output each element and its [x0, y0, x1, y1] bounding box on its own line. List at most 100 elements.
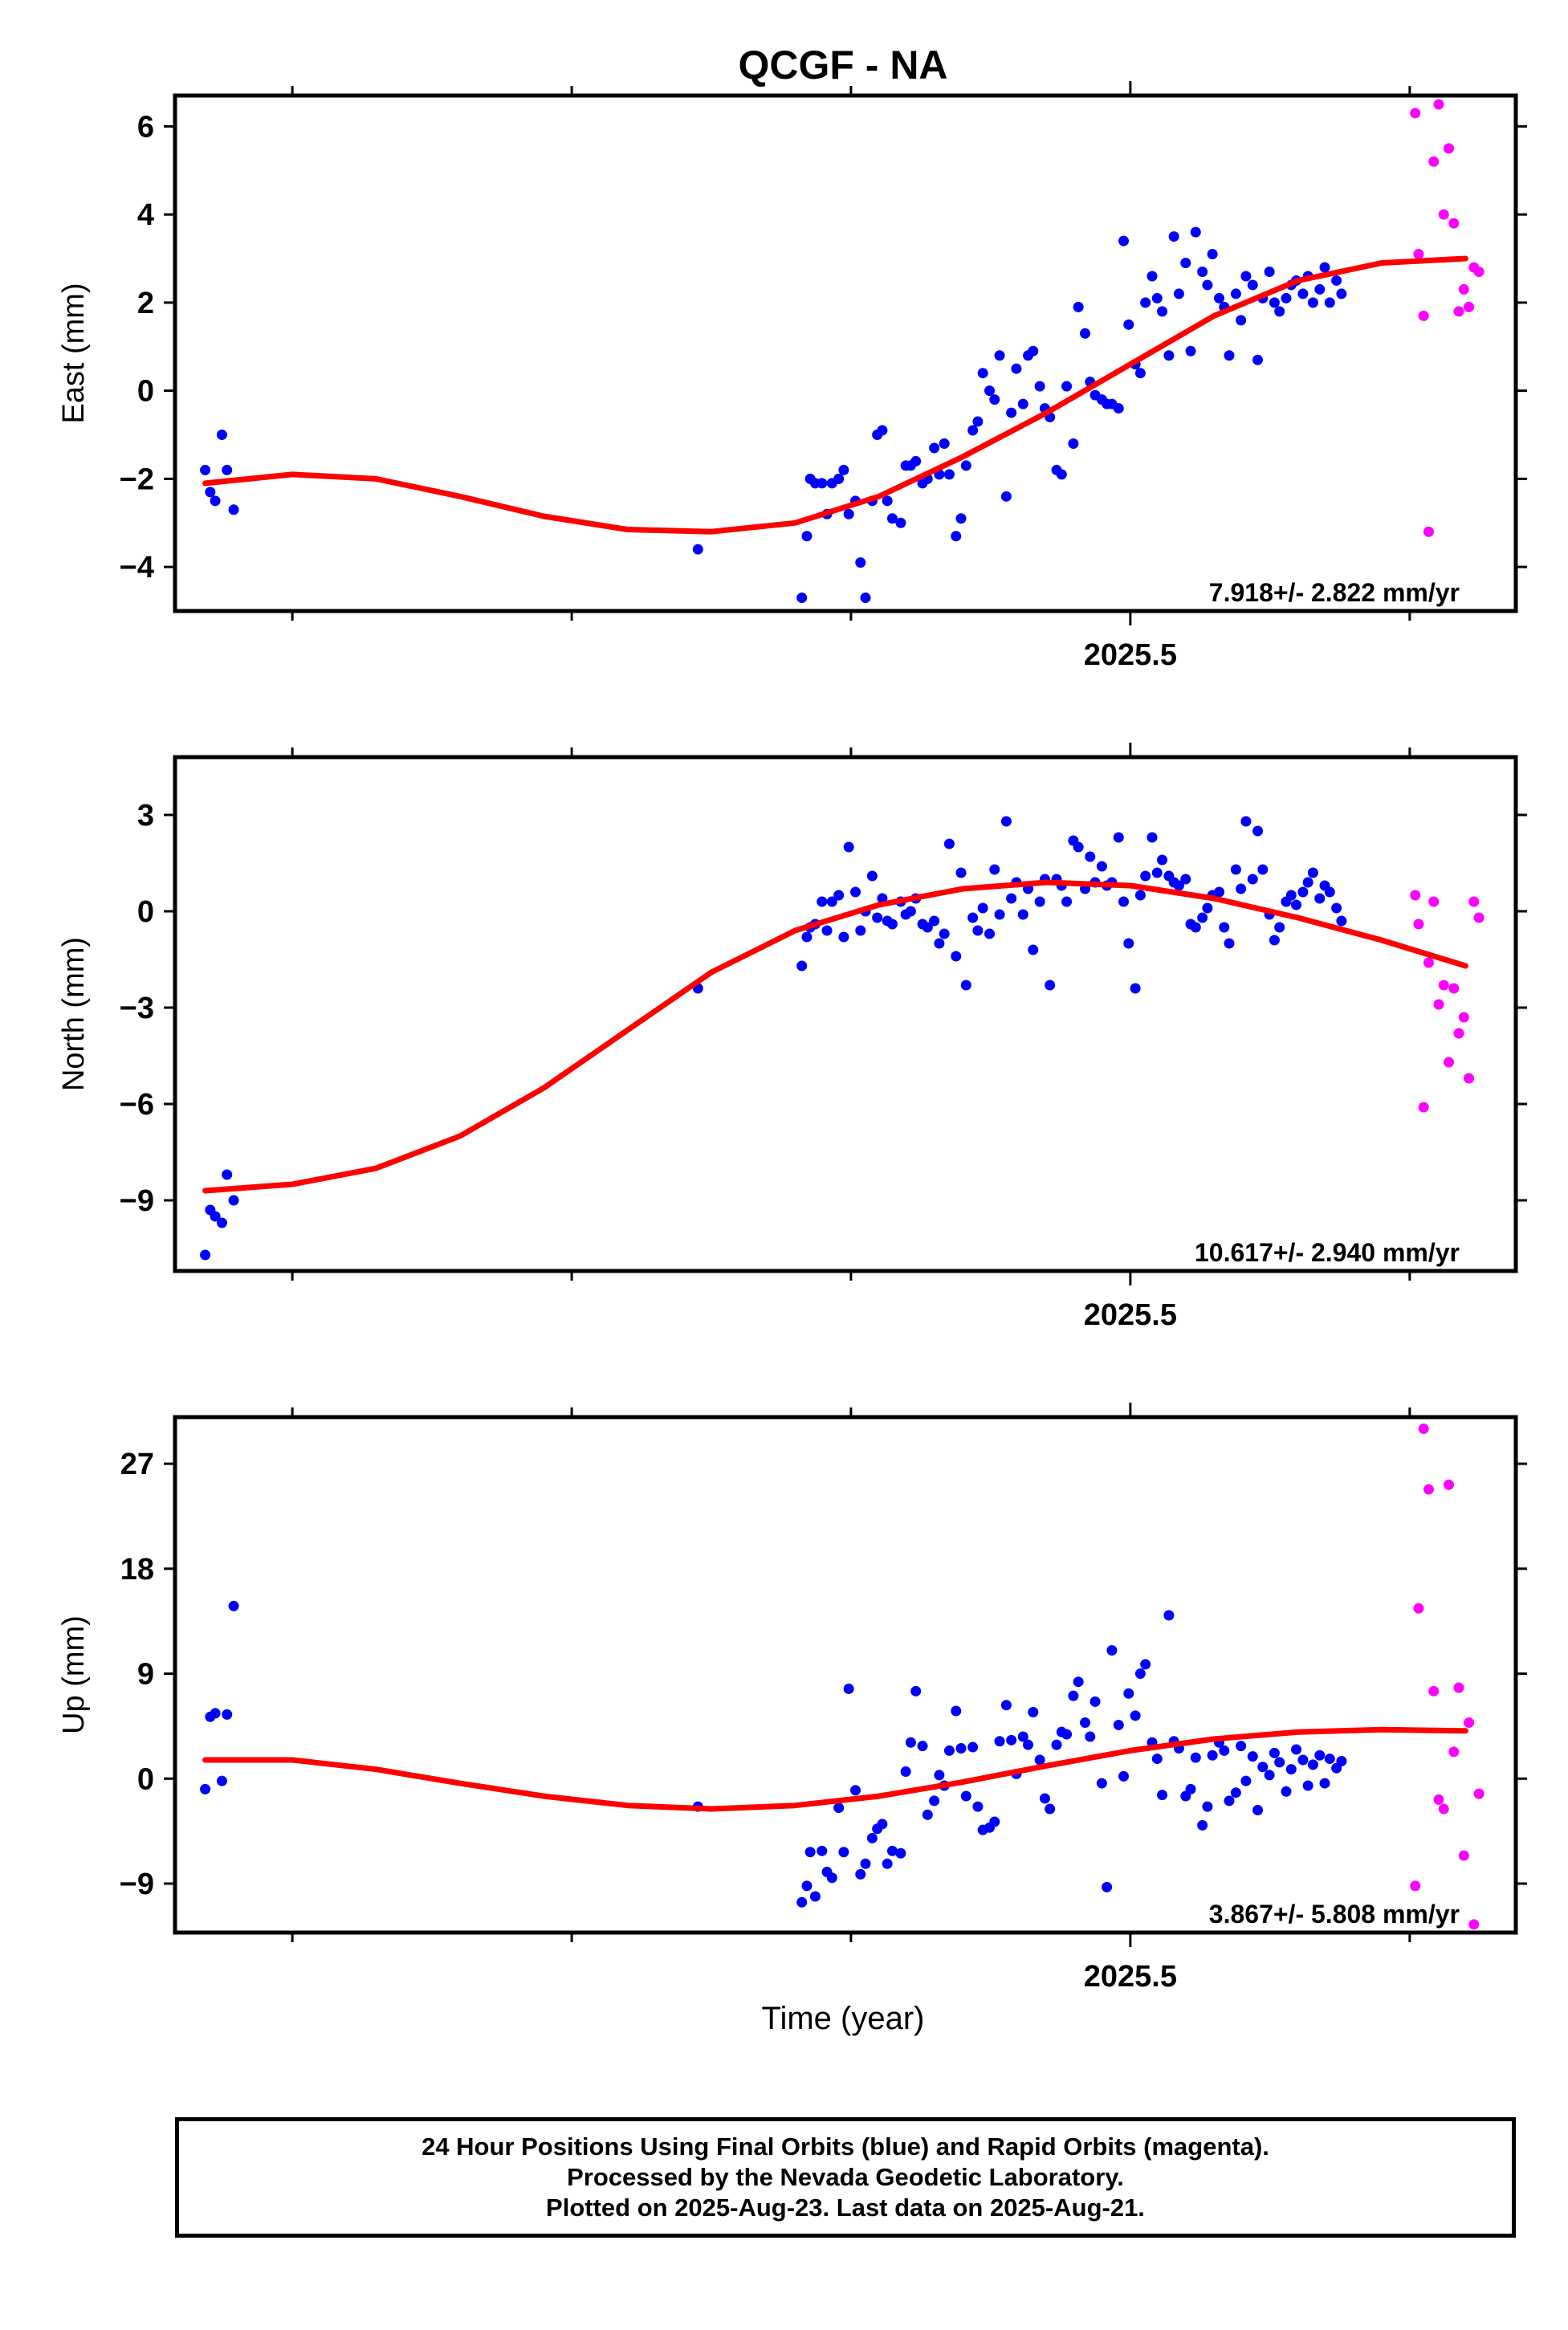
final-orbit-point	[1118, 896, 1130, 907]
final-orbit-point	[1297, 886, 1309, 898]
panel-3: −9 0 9 18 27 2025.5 Up (mm) 3.867+/- 5.808 mm/y…	[57, 1403, 1527, 1994]
x-tick-label: 2025.5	[1084, 1298, 1177, 1332]
rapid-orbit-point	[1448, 983, 1460, 994]
final-orbit-point	[1051, 1739, 1062, 1750]
y-tick-label: 4	[137, 198, 154, 232]
rapid-orbit-point	[1423, 526, 1434, 537]
final-orbit-point	[1056, 469, 1067, 480]
final-orbit-point	[1247, 279, 1258, 291]
final-orbit-point	[1146, 832, 1158, 843]
final-orbit-point	[1073, 301, 1084, 312]
final-orbit-point	[222, 1169, 233, 1180]
final-orbit-point	[838, 464, 849, 475]
final-orbit-point	[833, 473, 845, 484]
final-orbit-point	[1219, 922, 1230, 933]
final-orbit-point	[1197, 1819, 1208, 1831]
y-tick-label: −4	[120, 551, 154, 585]
rapid-orbit-point	[1473, 912, 1485, 923]
final-orbit-point	[1252, 1804, 1264, 1815]
final-orbit-point	[951, 951, 962, 962]
final-orbit-point	[1202, 902, 1213, 914]
panel-1: −4 −2 0 2 4 6 2025.5 East (mm) 7.918+/- 2.822 mm…	[57, 81, 1527, 672]
final-orbit-point	[1247, 874, 1258, 885]
final-orbit-point	[1185, 345, 1196, 356]
final-orbit-point	[1180, 258, 1191, 269]
y-tick-label: 18	[120, 1553, 154, 1587]
final-orbit-point	[967, 1741, 979, 1753]
final-orbit-point	[1297, 1754, 1309, 1766]
rapid-orbit-point	[1468, 1919, 1480, 1930]
final-orbit-point	[1073, 841, 1084, 853]
final-orbit-point	[1157, 306, 1168, 317]
final-orbit-point	[1028, 944, 1039, 955]
final-orbit-point	[850, 886, 861, 898]
final-orbit-point	[1118, 1770, 1130, 1782]
final-orbit-point	[801, 1880, 813, 1892]
final-orbit-point	[1236, 315, 1247, 326]
final-orbit-point	[886, 919, 898, 930]
final-orbit-point	[1073, 1676, 1084, 1688]
final-orbit-point	[1185, 1783, 1196, 1794]
final-orbit-point	[1068, 1690, 1079, 1701]
final-orbit-point	[1140, 1659, 1151, 1670]
y-axis-label: East (mm)	[57, 283, 91, 423]
caption-line-1: 24 Hour Positions Using Final Orbits (bl…	[422, 2132, 1269, 2161]
final-orbit-point	[843, 841, 854, 853]
final-orbit-point	[1291, 899, 1302, 910]
final-orbit-point	[205, 487, 216, 498]
final-orbit-point	[1202, 279, 1213, 291]
final-orbit-point	[1240, 271, 1252, 282]
y-tick-label: −6	[120, 1088, 154, 1122]
final-orbit-point	[1163, 1610, 1175, 1621]
final-orbit-point	[1168, 231, 1179, 242]
final-orbit-point	[1319, 262, 1330, 273]
rapid-orbit-point	[1464, 301, 1475, 312]
y-tick-label: 2	[137, 287, 154, 320]
final-orbit-point	[1207, 1750, 1218, 1761]
panel-2: −9 −6 −3 0 3 2025.5 North (mm) 10.617+/- 2.940 …	[57, 743, 1527, 1332]
final-orbit-point	[855, 557, 866, 568]
final-orbit-point	[850, 1785, 861, 1796]
final-orbit-point	[1000, 491, 1012, 502]
final-orbit-point	[1307, 297, 1318, 308]
final-orbit-point	[866, 1832, 878, 1843]
final-orbit-point	[1269, 297, 1280, 308]
final-orbit-point	[1011, 363, 1022, 374]
final-orbit-point	[1017, 398, 1028, 409]
final-orbit-point	[200, 464, 211, 475]
final-orbit-point	[1314, 893, 1326, 904]
final-orbit-point	[886, 513, 898, 524]
final-orbit-point	[838, 931, 849, 943]
final-orbit-point	[817, 1845, 828, 1856]
y-tick-label: −9	[120, 1184, 154, 1218]
final-orbit-point	[1324, 297, 1335, 308]
final-orbit-point	[900, 1766, 911, 1778]
final-orbit-point	[200, 1249, 211, 1261]
final-orbit-point	[796, 593, 808, 604]
caption-line-3: Plotted on 2025-Aug-23. Last data on 202…	[546, 2194, 1145, 2222]
rapid-orbit-point	[1438, 1803, 1449, 1815]
final-orbit-point	[1017, 1731, 1028, 1742]
final-orbit-point	[817, 896, 828, 907]
rapid-orbit-point	[1418, 1102, 1429, 1113]
final-orbit-point	[882, 495, 893, 507]
rapid-orbit-point	[1453, 1682, 1464, 1693]
final-orbit-point	[955, 867, 967, 878]
final-orbit-point	[1113, 1719, 1124, 1730]
final-orbit-point	[1281, 1786, 1292, 1797]
final-orbit-point	[994, 909, 1005, 920]
final-orbit-point	[1307, 867, 1318, 878]
rate-label: 3.867+/- 5.808 mm/yr	[1209, 1900, 1460, 1929]
rapid-orbit-point	[1448, 218, 1460, 229]
final-orbit-point	[1034, 381, 1045, 392]
final-orbit-point	[210, 1708, 221, 1719]
rapid-orbit-point	[1423, 1484, 1434, 1495]
final-orbit-point	[1274, 1757, 1285, 1768]
final-orbit-point	[1113, 403, 1124, 414]
y-tick-label: 27	[120, 1448, 154, 1481]
final-orbit-point	[1302, 877, 1313, 888]
final-orbit-point	[210, 1211, 221, 1222]
final-orbit-point	[917, 1741, 928, 1752]
final-orbit-point	[977, 368, 988, 379]
